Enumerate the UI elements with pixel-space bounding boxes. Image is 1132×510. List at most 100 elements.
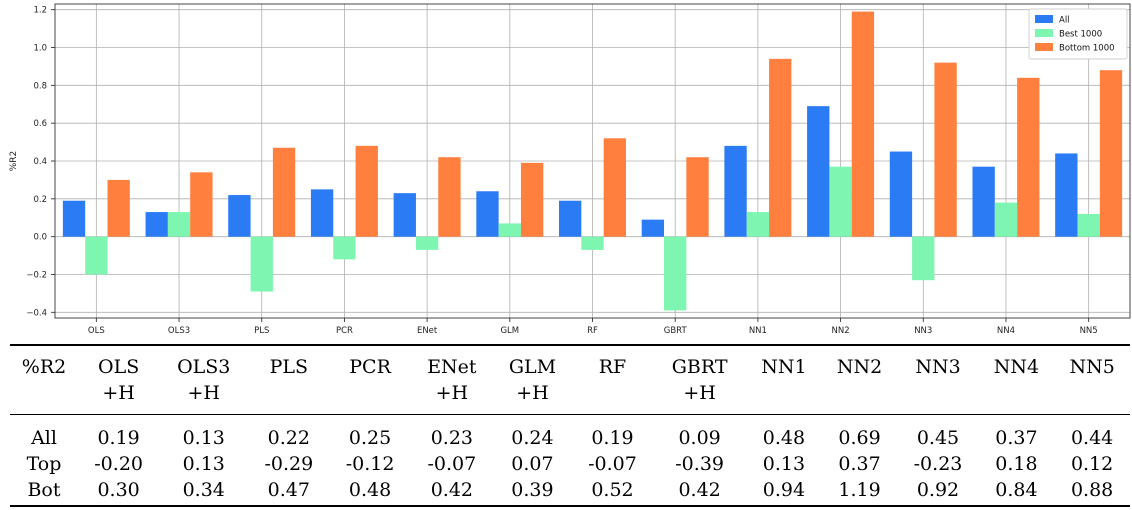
x-tick-label: NN4: [997, 326, 1015, 336]
column-header: NN3: [897, 344, 979, 380]
bar-bottom-1000-nn3: [934, 62, 957, 237]
x-tick-label: PLS: [254, 326, 269, 336]
bar-all-ols: [62, 200, 86, 237]
table-cell: 0.13: [182, 427, 225, 449]
table-cell: 0.52: [571, 477, 654, 507]
table-row: All 0.19 0.13 0.22 0.25 0.23 0.24 0.19 0.09 0.48 0…: [10, 415, 1130, 452]
table-cell: 0.39: [493, 477, 572, 507]
legend-box: [1028, 8, 1128, 60]
bar-bottom-1000-nn4: [1017, 77, 1040, 237]
legend-label: All: [1059, 16, 1070, 26]
table-row: Bot 0.30 0.34 0.47 0.48 0.42 0.39 0.52 0.42 0.94 1…: [10, 477, 1130, 507]
column-header-suffix: +H: [493, 380, 572, 415]
bar-all-pls: [228, 195, 251, 237]
table-cell: 0.07: [511, 453, 554, 475]
results-table: %R2 OLS OLS3 PLS PCR ENet GLM RF GBRT NN1 NN2 NN3 NN…: [10, 344, 1130, 507]
table-cell: 0.23: [430, 427, 474, 449]
bar-all-enet: [393, 193, 416, 237]
table-header-subrow: +H +H +H +H +H: [10, 380, 1130, 415]
table-cell: 0.84: [978, 477, 1055, 507]
y-tick-label: 0.6: [33, 119, 47, 129]
bar-bottom-1000-pls: [272, 147, 296, 237]
x-tick-label: ENet: [417, 326, 438, 336]
table-cell: 0.44: [1070, 427, 1114, 449]
bar-best-1000-nn2: [829, 166, 852, 237]
bar-bottom-1000-glm: [520, 162, 544, 237]
row-label: All: [31, 427, 57, 449]
y-tick-label: 0.2: [33, 195, 47, 205]
legend-swatch: [1035, 15, 1053, 23]
column-header-suffix: [571, 380, 654, 415]
table-cell: 0.30: [78, 477, 160, 507]
legend-label: Best 1000: [1059, 30, 1102, 40]
column-header: NN5: [1054, 344, 1130, 380]
table-cell: 0.88: [1054, 477, 1130, 507]
table-cell: 0.37: [838, 453, 881, 475]
legend-swatch: [1035, 29, 1053, 37]
bar-all-pcr: [310, 189, 334, 237]
bar-best-1000-pls: [250, 236, 273, 292]
table-cell: 0.19: [591, 427, 634, 449]
x-tick-label: GBRT: [664, 326, 688, 336]
table-cell: 0.48: [762, 427, 806, 449]
bar-best-1000-glm: [498, 223, 521, 237]
bar-all-rf: [559, 200, 582, 237]
column-header: OLS3: [159, 344, 249, 380]
table-cell: 0.18: [995, 453, 1038, 475]
table-cell: 0.12: [1070, 453, 1114, 475]
y-axis-label: %R2: [9, 151, 19, 172]
table-cell: 0.19: [97, 427, 140, 449]
table-cell: -0.29: [264, 453, 314, 475]
bar-all-gbrt: [641, 219, 665, 237]
legend-swatch: [1035, 43, 1053, 51]
bar-all-glm: [476, 191, 499, 237]
column-header-suffix: [329, 380, 411, 415]
table-cell: -0.12: [345, 453, 395, 475]
bar-best-1000-pcr: [333, 236, 356, 260]
x-tick-label: RF: [587, 326, 598, 336]
table-cell: -0.20: [94, 453, 143, 475]
column-header-suffix: [746, 380, 822, 415]
table-cell: 0.48: [329, 477, 411, 507]
bar-best-1000-nn1: [746, 212, 770, 237]
y-tick-label: 0.8: [33, 81, 47, 91]
column-header: NN4: [978, 344, 1055, 380]
table-cell: 0.13: [182, 453, 225, 475]
table-cell: -0.07: [588, 453, 637, 475]
bar-all-nn5: [1055, 153, 1078, 237]
table-cell: 0.34: [159, 477, 249, 507]
table-cell: -0.39: [675, 453, 724, 475]
table-row: Top -0.20 0.13 -0.29 -0.12 -0.07 0.07 -0.07 -0.3…: [10, 451, 1130, 477]
table-cell: 0.47: [248, 477, 330, 507]
table-header-row: %R2 OLS OLS3 PLS PCR ENet GLM RF GBRT NN1 NN2 NN3 NN…: [10, 344, 1130, 380]
bar-best-1000-nn5: [1077, 213, 1100, 237]
x-tick-label: NN1: [749, 326, 767, 336]
column-header-suffix: +H: [410, 380, 494, 415]
column-header-suffix: [821, 380, 898, 415]
y-tick-label: 1.0: [33, 44, 47, 54]
x-tick-label: PCR: [336, 326, 353, 336]
y-tick-label: −0.4: [26, 308, 47, 318]
column-header-suffix: +H: [78, 380, 160, 415]
table-corner-blank: [10, 380, 78, 415]
bar-chart: −0.4 −0.2 0.0 0.2 0.4 0.6 0.8 1.0 1.2 OLS OLS3 PLS P…: [9, 3, 1131, 336]
table-cell: 1.19: [821, 477, 898, 507]
legend-label: Bottom 1000: [1059, 44, 1115, 54]
x-tick-label: NN2: [832, 326, 850, 336]
bar-all-nn4: [972, 166, 995, 237]
x-tick-label: OLS: [88, 326, 105, 336]
bar-all-ols3: [145, 212, 168, 237]
row-label: Top: [26, 453, 62, 475]
column-header-suffix: [897, 380, 979, 415]
column-header-suffix: +H: [653, 380, 747, 415]
column-header-suffix: [248, 380, 330, 415]
column-header-suffix: +H: [159, 380, 249, 415]
y-tick-label: 0.0: [33, 233, 47, 243]
bar-bottom-1000-gbrt: [686, 157, 709, 237]
y-tick-label: 0.4: [33, 157, 47, 167]
bar-bottom-1000-pcr: [355, 145, 378, 237]
bar-bottom-1000-nn5: [1099, 70, 1123, 237]
table-cell: 0.42: [410, 477, 494, 507]
bar-best-1000-ols: [85, 236, 108, 275]
table-cell: 0.24: [511, 427, 554, 449]
